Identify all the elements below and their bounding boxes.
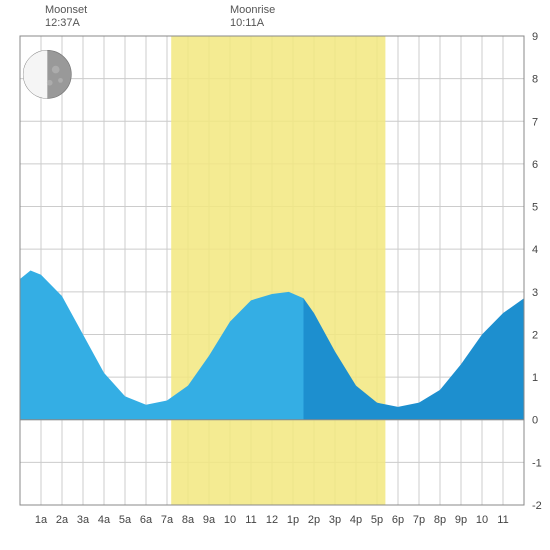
x-tick-label: 8a	[182, 514, 195, 526]
x-tick-label: 1p	[287, 514, 299, 526]
x-tick-label: 2p	[308, 514, 320, 526]
x-tick-label: 7p	[413, 514, 425, 526]
x-tick-label: 11	[245, 514, 256, 526]
tide-chart: 1a2a3a4a5a6a7a8a9a1011121p2p3p4p5p6p7p8p…	[0, 0, 550, 550]
x-tick-label: 6p	[392, 514, 404, 526]
y-tick-label: 2	[532, 329, 538, 341]
x-tick-label: 5a	[119, 514, 132, 526]
moon-phase-icon	[23, 50, 71, 98]
y-tick-label: 1	[532, 372, 538, 384]
y-tick-label: 3	[532, 287, 538, 299]
x-tick-label: 10	[224, 514, 236, 526]
y-tick-label: 9	[532, 31, 538, 43]
y-tick-label: 7	[532, 116, 538, 128]
x-tick-label: 3p	[329, 514, 341, 526]
x-tick-label: 4p	[350, 514, 362, 526]
x-tick-label: 10	[476, 514, 488, 526]
x-tick-label: 2a	[56, 514, 69, 526]
moonrise-title: Moonrise	[230, 4, 275, 17]
moonset-time: 12:37A	[45, 17, 87, 30]
y-tick-label: -2	[532, 500, 542, 512]
y-tick-label: 4	[532, 244, 538, 256]
y-tick-label: 8	[532, 74, 538, 86]
tide-chart-container: Moonset 12:37A Moonrise 10:11A 1a 2a 3a 4a 5…	[0, 0, 550, 550]
x-tick-label: 8p	[434, 514, 446, 526]
y-tick-label: -1	[532, 457, 542, 469]
daylight-band	[171, 36, 385, 505]
x-tick-label: 11	[497, 514, 508, 526]
moonset-title: Moonset	[45, 4, 87, 17]
x-tick-label: 6a	[140, 514, 153, 526]
moonrise-time: 10:11A	[230, 17, 275, 30]
x-tick-label: 9p	[455, 514, 467, 526]
x-tick-label: 5p	[371, 514, 383, 526]
y-tick-label: 0	[532, 415, 538, 427]
x-tick-label: 4a	[98, 514, 111, 526]
x-tick-label: 7a	[161, 514, 174, 526]
moonset-block: Moonset 12:37A	[45, 4, 87, 30]
y-tick-label: 5	[532, 202, 538, 214]
x-tick-label: 1a	[35, 514, 48, 526]
x-tick-label: 3a	[77, 514, 90, 526]
y-tick-label: 6	[532, 159, 538, 171]
x-tick-label: 9a	[203, 514, 216, 526]
x-tick-label: 12	[266, 514, 278, 526]
moonrise-block: Moonrise 10:11A	[230, 4, 275, 30]
